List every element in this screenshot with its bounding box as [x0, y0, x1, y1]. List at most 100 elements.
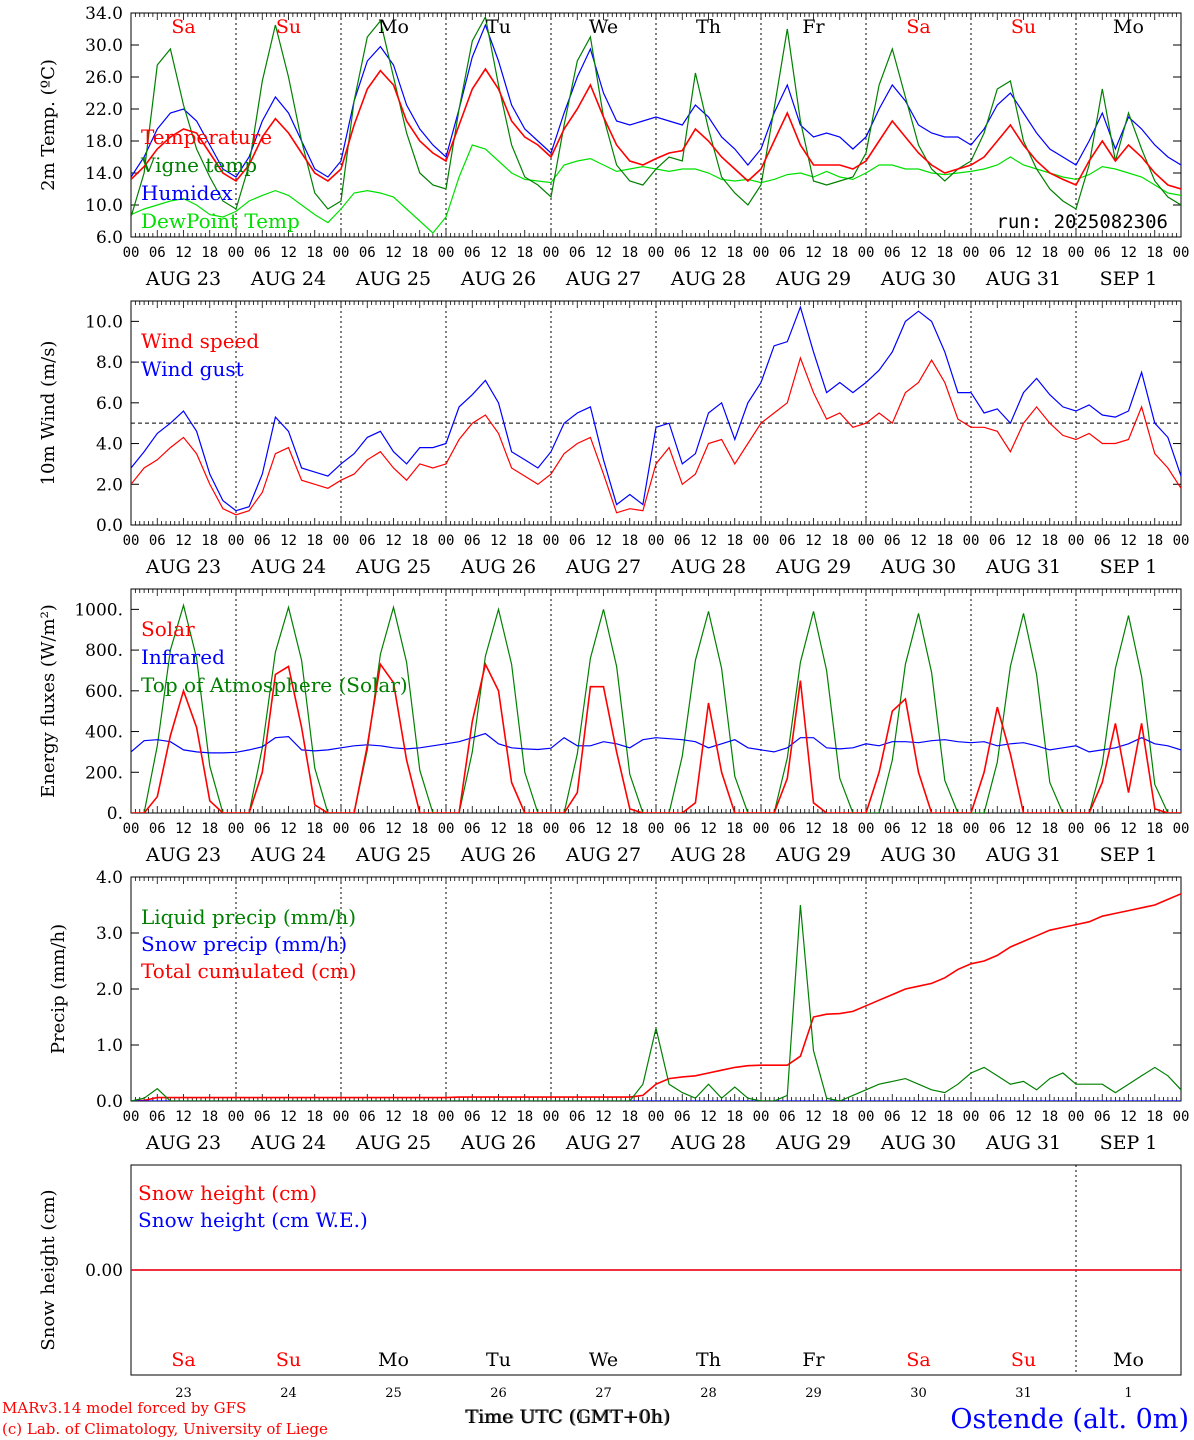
hour-label: 12 [805, 1109, 822, 1125]
day-number: 24 [280, 1386, 297, 1401]
legend-entry: Wind speed [141, 329, 259, 353]
day-number: 27 [595, 1386, 612, 1401]
hour-label: 12 [700, 821, 717, 837]
day-label: AUG 30 [880, 556, 956, 578]
hour-label: 00 [858, 821, 875, 837]
hour-label: 06 [359, 533, 376, 549]
hour-label: 18 [1146, 533, 1163, 549]
day-label: AUG 25 [355, 844, 431, 866]
hour-label: 18 [831, 1109, 848, 1125]
y-tick-label: 200. [85, 763, 123, 783]
hour-label: 06 [359, 245, 376, 261]
hour-label: 12 [595, 821, 612, 837]
hour-label: 18 [516, 245, 533, 261]
hour-label: 18 [516, 1109, 533, 1125]
series-wind-gust [131, 305, 1181, 512]
day-number: 1 [1124, 1386, 1132, 1401]
hour-label: 06 [1094, 245, 1111, 261]
weekday-label: Sa [906, 1349, 930, 1371]
hour-label: 06 [464, 1109, 481, 1125]
series-temperature [131, 67, 1181, 190]
day-label: AUG 23 [145, 1132, 221, 1154]
hour-label: 06 [359, 821, 376, 837]
y-tick-label: 4.0 [96, 435, 123, 455]
hour-label: 06 [569, 533, 586, 549]
panel-snow: 0.00 Snow height (cm) Snow height (cm) Snow… [38, 1164, 1182, 1401]
day-number: 28 [700, 1386, 717, 1401]
hour-label: 00 [858, 245, 875, 261]
hour-label: 12 [175, 245, 192, 261]
day-label: SEP 1 [1100, 1132, 1158, 1154]
weekday-label: We [589, 16, 618, 38]
hour-label: 18 [1041, 1109, 1058, 1125]
y-axis-title: Energy fluxes (W/m²) [38, 604, 59, 798]
hour-label: 12 [1120, 245, 1137, 261]
hour-label: 00 [648, 245, 665, 261]
weekday-label: Mo [378, 1349, 409, 1371]
hour-label: 00 [228, 1109, 245, 1125]
hour-label: 18 [411, 1109, 428, 1125]
y-tick-label: 400. [85, 723, 123, 743]
hour-label: 12 [175, 533, 192, 549]
hour-label: 18 [411, 245, 428, 261]
hour-label: 00 [123, 245, 140, 261]
hour-label: 06 [149, 533, 166, 549]
hour-label: 12 [175, 1109, 192, 1125]
y-axis-title: 10m Wind (m/s) [38, 341, 59, 486]
y-tick-label: 30.0 [85, 36, 123, 56]
weekday-label: Su [276, 16, 301, 38]
hour-label: 00 [648, 533, 665, 549]
hour-label: 12 [385, 821, 402, 837]
day-label: AUG 27 [565, 268, 641, 290]
hour-label: 00 [1173, 245, 1190, 261]
hour-label: 00 [963, 245, 980, 261]
y-tick-label: 2.0 [96, 475, 123, 495]
hour-label: 00 [333, 533, 350, 549]
hour-label: 12 [385, 245, 402, 261]
weekday-label: Su [276, 1349, 301, 1371]
hour-label: 12 [805, 533, 822, 549]
station-label: Ostende (alt. 0m) [950, 1404, 1189, 1435]
hour-label: 12 [805, 245, 822, 261]
day-label: AUG 28 [670, 1132, 746, 1154]
weekday-label: Su [1011, 16, 1036, 38]
hour-label: 06 [989, 821, 1006, 837]
series-solar [131, 661, 1181, 813]
hour-label: 06 [884, 533, 901, 549]
weekday-label: Tu [486, 16, 511, 38]
day-label: AUG 27 [565, 556, 641, 578]
hour-label: 06 [884, 1109, 901, 1125]
hour-label: 00 [858, 533, 875, 549]
hour-label: 18 [936, 1109, 953, 1125]
day-label: SEP 1 [1100, 556, 1158, 578]
hour-label: 18 [201, 533, 218, 549]
hour-label: 12 [385, 1109, 402, 1125]
hour-label: 00 [753, 245, 770, 261]
hour-label: 12 [1120, 821, 1137, 837]
hour-label: 12 [385, 533, 402, 549]
hour-label: 06 [569, 821, 586, 837]
credit-line-1: MARv3.14 model forced by GFS [2, 1399, 246, 1417]
hour-label: 00 [438, 245, 455, 261]
hour-label: 12 [910, 1109, 927, 1125]
hour-label: 18 [621, 821, 638, 837]
day-label: AUG 23 [145, 844, 221, 866]
hour-label: 18 [936, 245, 953, 261]
hour-label: 18 [201, 245, 218, 261]
day-label: AUG 25 [355, 268, 431, 290]
weekday-label: Fr [802, 16, 825, 38]
hour-label: 06 [254, 1109, 271, 1125]
panel-temperature: 6.0 10.0 14.0 18.0 22.0 26.0 30.0 34.0 2m Temp. … [38, 4, 1189, 290]
hour-label: 06 [569, 245, 586, 261]
hour-label: 06 [1094, 1109, 1111, 1125]
hour-label: 06 [1094, 533, 1111, 549]
y-tick-label: 14.0 [85, 164, 123, 184]
hour-label: 06 [989, 533, 1006, 549]
hour-label: 18 [726, 245, 743, 261]
legend-entry: Temperature [141, 125, 272, 149]
day-label: AUG 26 [460, 556, 536, 578]
panel-precip: 0.0 1.0 2.0 3.0 4.0 Precip (mm/h) Liquid preci… [48, 868, 1189, 1154]
day-label: AUG 29 [775, 1132, 851, 1154]
panel-wind: 0.0 2.0 4.0 6.0 8.0 10.0 10m Wind (m/s) Wind sp… [38, 300, 1189, 578]
hour-label: 12 [595, 533, 612, 549]
